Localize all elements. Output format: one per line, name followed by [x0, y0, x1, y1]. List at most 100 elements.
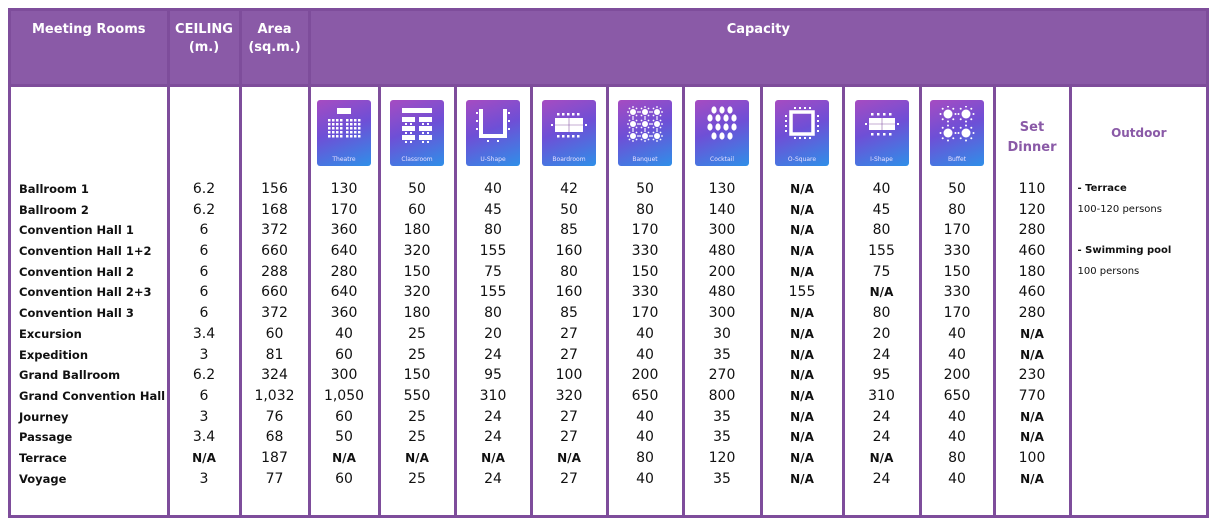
empty-cell — [240, 84, 311, 179]
theatre-column-cell: 60 — [335, 408, 353, 425]
layout-caption: Boardroom — [552, 156, 586, 163]
set-dinner-column-cell: N/A — [1020, 326, 1044, 341]
banquet-column-cell: 80 — [636, 201, 654, 218]
banquet-column-cell: 40 — [636, 325, 654, 342]
buffet-column-cell: 330 — [943, 243, 971, 260]
classroom-column-cell: 25 — [408, 408, 426, 425]
capacity-table: Meeting Rooms CEILING (m.) Area (sq.m.) Ca… — [11, 11, 1207, 515]
room-name-column-cell: Journey — [19, 409, 69, 424]
set-dinner-column-cell: 280 — [1018, 222, 1046, 239]
room-name-column-cell: Grand Ballroom — [19, 368, 121, 383]
area-column-cell: 324 — [261, 367, 288, 384]
set-dinner-column-cell: 110 — [1018, 181, 1046, 197]
area-column-cell: 660 — [261, 243, 288, 260]
boardroom-column-cell: 27 — [560, 429, 578, 446]
layout-cell-theatre: Theatre — [309, 84, 381, 179]
ceiling-column-cell: 6 — [199, 263, 209, 280]
buffet-column-cell: 50 — [948, 181, 966, 197]
osquare-column-cell: 155 — [788, 284, 816, 301]
osquare-column-cell: N/A — [790, 471, 814, 486]
room-name-column-cell: Ballroom 1 — [19, 182, 89, 196]
classroom-icon: Classroom — [390, 100, 444, 166]
layout-icon-row: Theatre Classroom U-Shape Boardroom Banquet C… — [11, 84, 1207, 179]
ushape-column-cell: 24 — [484, 470, 502, 487]
u-shape-icon: U-Shape — [466, 100, 520, 166]
boardroom-column-cell: 42 — [560, 181, 578, 197]
set-dinner-column-cell: 180 — [1018, 263, 1046, 280]
layout-caption: Cocktail — [710, 156, 734, 163]
room-name-column-cell: Convention Hall 2+3 — [19, 285, 152, 300]
buffet-column-cell: 40 — [948, 470, 966, 487]
boardroom-column-cell: 80 — [560, 263, 578, 280]
terrace-label: - Terrace — [1077, 183, 1127, 194]
cocktail-column-cell: 35 — [713, 408, 731, 425]
cocktail-column-cell: 270 — [708, 367, 736, 384]
boardroom-column-cell: 27 — [560, 470, 578, 487]
buffet-column-cell: 170 — [943, 222, 971, 239]
set-dinner-column-cell: 770 — [1018, 387, 1046, 404]
layout-caption: O-Square — [787, 156, 817, 163]
header-row: Meeting Rooms CEILING (m.) Area (sq.m.) Ca… — [11, 11, 1207, 86]
osquare-column-cell: N/A — [790, 223, 814, 238]
area-column-cell: 660 — [261, 284, 288, 301]
ushape-column-cell: 24 — [484, 408, 502, 425]
buffet-column-cell: 330 — [943, 284, 971, 301]
ceiling-column-cell: 3 — [199, 408, 209, 425]
set-dinner-column-cell: N/A — [1020, 430, 1044, 445]
buffet-column-cell: 40 — [948, 325, 966, 342]
buffet-column-cell: 40 — [948, 429, 966, 446]
boardroom-column-cell: N/A — [557, 450, 581, 465]
cocktail-column-cell: 200 — [708, 263, 736, 280]
banquet-column-cell: 50 — [636, 181, 654, 197]
layout-cell-ushape: U-Shape — [455, 84, 533, 179]
boardroom-icon: Boardroom — [542, 100, 596, 166]
ceiling-column-cell: 3.4 — [192, 429, 216, 446]
ushape-column: 40 45 80 155 75 155 80 20 24 95 310 24 24 N/A 24 — [455, 179, 533, 515]
osquare-column-cell: N/A — [790, 306, 814, 321]
cocktail-column-cell: 130 — [708, 181, 736, 197]
classroom-column-cell: 180 — [403, 305, 431, 322]
cocktail-column-cell: 300 — [708, 222, 736, 239]
ceiling-column-cell: 6.2 — [192, 367, 216, 384]
osquare-column-cell: N/A — [790, 430, 814, 445]
area-column-cell: 77 — [265, 470, 284, 487]
ceiling-column-cell: 6 — [199, 222, 209, 239]
room-name-column: Ballroom 1 Ballroom 2 Convention Hall 1 Con… — [11, 179, 170, 515]
set-dinner-column-cell: 460 — [1018, 243, 1046, 260]
theatre-column-cell: 640 — [330, 284, 358, 301]
theatre-column-cell: 170 — [330, 201, 358, 218]
buffet-column-cell: 650 — [943, 387, 971, 404]
ceiling-column-cell: 6.2 — [192, 201, 216, 218]
empty-cell — [11, 84, 170, 179]
room-name-column-cell: Expedition — [19, 347, 89, 362]
ushape-column-cell: 75 — [484, 263, 502, 280]
cocktail-column-cell: 30 — [713, 325, 731, 342]
classroom-column: 50 60 180 320 150 320 180 25 25 150 550 25 25 N/A 25 — [379, 179, 457, 515]
empty-cell — [168, 84, 242, 179]
area-column-cell: 288 — [261, 263, 288, 280]
area-header: Area (sq.m.) — [240, 11, 311, 86]
banquet-column-cell: 200 — [631, 367, 659, 384]
ishape-column-cell: N/A — [869, 285, 894, 300]
banquet-column-cell: 170 — [631, 305, 659, 322]
room-name-column-cell: Excursion — [19, 326, 82, 341]
theatre-column: 130 170 360 640 280 640 360 40 60 300 1,050 60 50 N/A… — [309, 179, 381, 515]
cocktail-column-cell: 480 — [708, 243, 736, 260]
banquet-column: 50 80 170 330 150 330 170 40 40 200 650 40 40 80 40 — [607, 179, 685, 515]
ushape-column-cell: 155 — [479, 243, 507, 260]
classroom-column-cell: 25 — [408, 429, 426, 446]
area-column-cell: 60 — [265, 325, 284, 342]
osquare-column-cell: N/A — [790, 326, 814, 341]
classroom-column-cell: 150 — [403, 263, 431, 280]
cocktail-column: 130 140 300 480 200 480 300 30 35 270 800 35 35 120 35 — [683, 179, 763, 515]
buffet-column-cell: 80 — [948, 449, 966, 466]
set-dinner-column-cell: 230 — [1018, 367, 1046, 384]
boardroom-column-cell: 85 — [560, 305, 578, 322]
boardroom-column-cell: 320 — [555, 387, 583, 404]
layout-caption: Banquet — [632, 156, 658, 163]
classroom-column-cell: 25 — [408, 325, 426, 342]
ceiling-column-cell: 6 — [199, 243, 209, 260]
cocktail-icon: Cocktail — [695, 100, 749, 166]
set-dinner-column-cell: 460 — [1018, 284, 1046, 301]
outdoor-column: - Terrace 100-120 persons - Swimming pool 1… — [1070, 179, 1206, 515]
